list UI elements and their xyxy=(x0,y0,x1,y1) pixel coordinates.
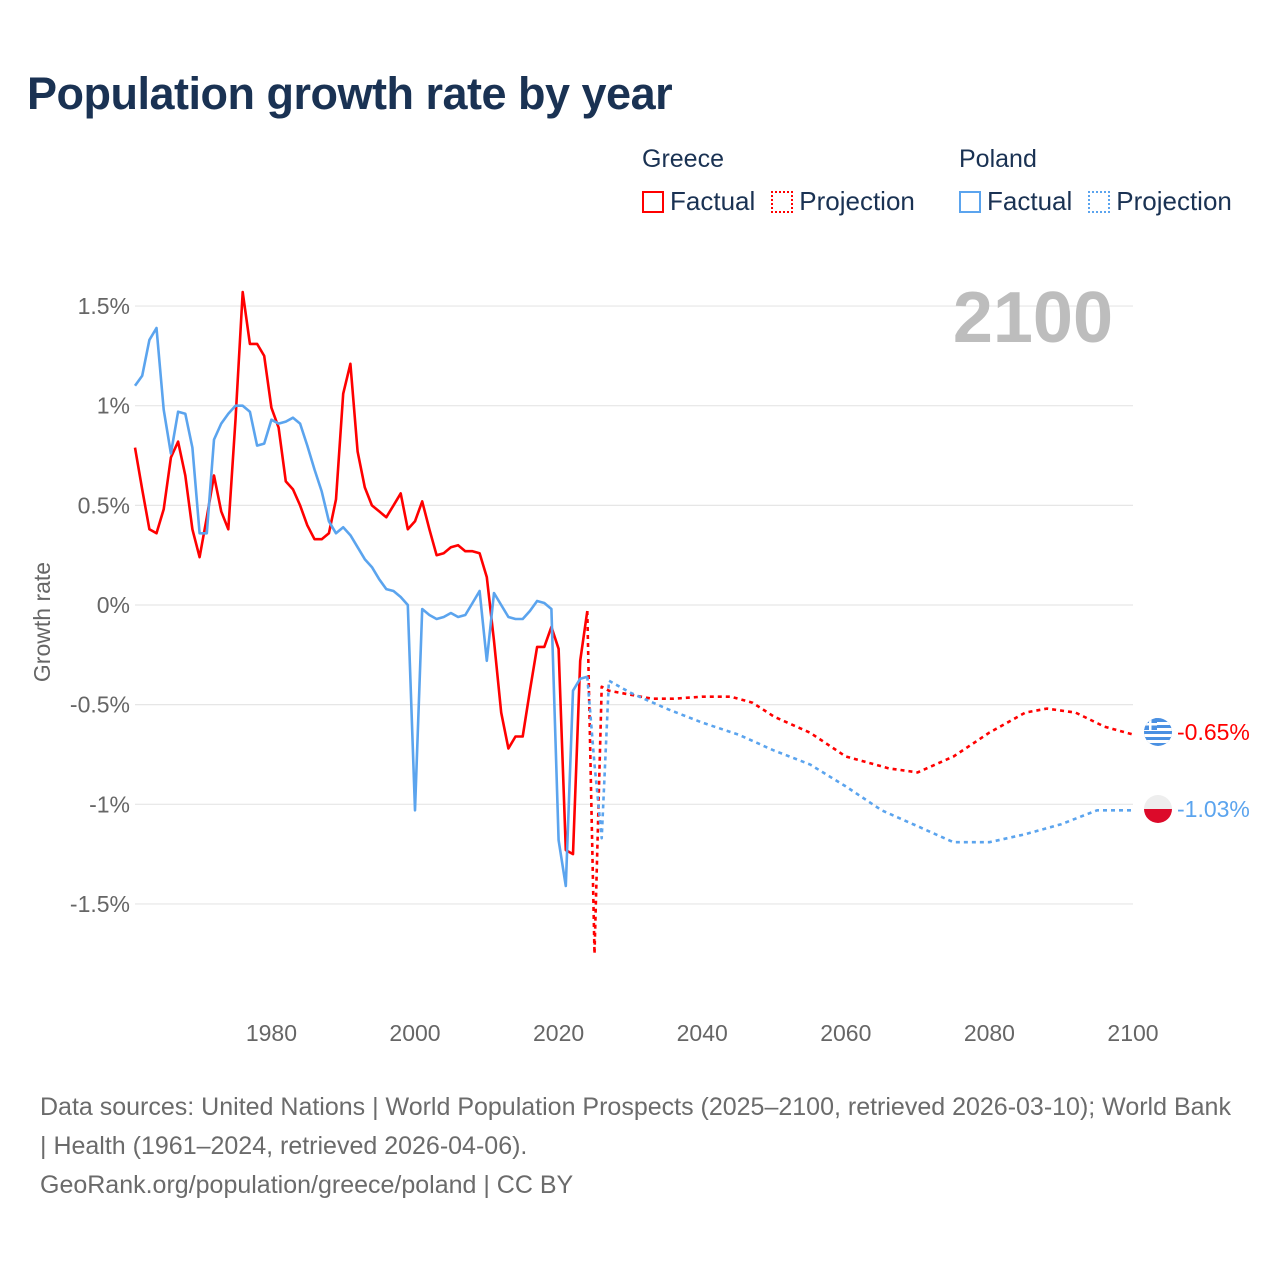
poland-flag-icon xyxy=(1144,795,1172,823)
greece-factual-line xyxy=(133,290,589,856)
data-sources: Data sources: United Nations | World Pop… xyxy=(40,1093,1231,1160)
y-tick-label: -1.5% xyxy=(70,891,130,917)
legend-poland-items: Factual Projection xyxy=(959,186,1232,217)
x-tick-label: 2020 xyxy=(533,1020,584,1046)
credit-link[interactable]: GeoRank.org/population/greece/poland | C… xyxy=(40,1171,574,1199)
poland-end-label: -1.03% xyxy=(1177,796,1250,822)
solid-swatch-icon xyxy=(642,190,664,213)
x-tick-label: 2080 xyxy=(964,1020,1015,1046)
line-chart: 1.5% 1% 0.5% 0% -0.5% -1% -1.5% 1980 2000 2020 204… xyxy=(29,278,1250,1046)
legend-greece-factual[interactable]: Factual xyxy=(642,186,755,217)
y-tick-label: 1% xyxy=(97,393,130,419)
x-tick-label: 2100 xyxy=(1107,1020,1158,1046)
x-tick-label: 1980 xyxy=(246,1020,297,1046)
x-tick-label: 2060 xyxy=(820,1020,871,1046)
y-tick-label: 0.5% xyxy=(78,492,130,518)
y-tick-label: 0% xyxy=(97,592,130,618)
greece-end-label: -0.65% xyxy=(1177,719,1250,745)
dotted-swatch-icon xyxy=(1088,190,1111,213)
legend-poland-factual[interactable]: Factual xyxy=(959,186,1072,217)
solid-swatch-icon xyxy=(959,190,981,213)
y-axis-label: Growth rate xyxy=(29,562,55,682)
greece-flag-icon xyxy=(1144,718,1172,746)
footer: Data sources: United Nations | World Pop… xyxy=(40,1088,1240,1205)
legend-label: Factual xyxy=(670,186,756,216)
poland-projection-line xyxy=(586,676,1133,844)
dotted-swatch-icon xyxy=(771,190,794,213)
legend-poland-projection[interactable]: Projection xyxy=(1088,186,1232,217)
greece-projection-line xyxy=(586,610,1134,956)
poland-factual-line xyxy=(133,326,588,888)
legend-greece-items: Factual Projection xyxy=(642,186,915,217)
legend-group-poland: Poland xyxy=(959,145,1037,173)
year-indicator: 2100 xyxy=(953,278,1113,358)
legend-label: Projection xyxy=(799,186,915,216)
legend-label: Factual xyxy=(987,186,1073,216)
legend-label: Projection xyxy=(1116,186,1232,216)
chart-title: Population growth rate by year xyxy=(27,68,673,119)
y-tick-label: 1.5% xyxy=(78,293,130,319)
legend-group-greece: Greece xyxy=(642,145,724,173)
x-tick-label: 2040 xyxy=(677,1020,728,1046)
x-tick-label: 2000 xyxy=(389,1020,440,1046)
legend-greece-projection[interactable]: Projection xyxy=(771,186,915,217)
y-tick-label: -0.5% xyxy=(70,692,130,718)
y-tick-label: -1% xyxy=(89,791,130,817)
